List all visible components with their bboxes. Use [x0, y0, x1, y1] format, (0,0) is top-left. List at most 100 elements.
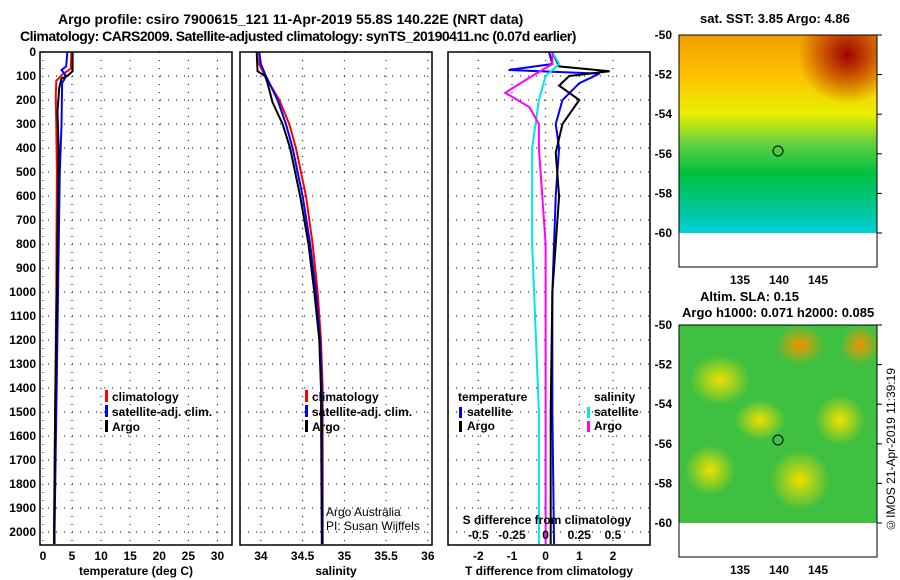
lat-tick-label: -60 [655, 516, 673, 530]
title-line-2: Climatology: CARS2009. Satellite-adjuste… [20, 28, 576, 44]
legend-swatch [459, 421, 462, 432]
lat-tick-label: -56 [655, 437, 673, 451]
argo-location-marker [772, 434, 784, 446]
legend-swatch [587, 407, 590, 418]
profile-panel-2: 34 34.5 35 35.5 36 salinity climatologysatelli… [239, 51, 435, 578]
sla-map-title: Altim. SLA: 0.15 [700, 289, 799, 304]
lat-tick-label: -58 [655, 476, 673, 490]
legend-label: Argo [467, 419, 495, 433]
series-line-t-satellite [508, 51, 600, 545]
y-tick-label: 200 [16, 93, 36, 107]
x-axis-label: salinity [315, 564, 357, 578]
y-tick-label: 300 [16, 117, 36, 131]
x-tick-label: 0 [40, 549, 47, 563]
plot-frame [39, 51, 233, 546]
x-tick-label: -1 [507, 549, 518, 563]
y-tick-label: 1400 [9, 381, 36, 395]
series-line-argo [53, 52, 74, 544]
y-tick-label: 1200 [9, 333, 36, 347]
legend-label: satellite [594, 405, 639, 419]
secondary-tick-label: -0.5 [468, 528, 489, 542]
x-tick-label: 20 [153, 549, 167, 563]
attribution-line-2: PI: Susan Wijffels [326, 519, 420, 533]
y-tick-label: 2000 [9, 525, 36, 539]
lat-tick-label: -50 [655, 28, 673, 42]
legend-label: satellite-adj. clim. [312, 405, 412, 419]
profile-panel-3: -2 -1 0 1 2T difference from climatology temp… [447, 51, 651, 578]
legend-heading-temperature: temperature [458, 390, 528, 404]
title-line-1: Argo profile: csiro 7900615_121 11-Apr-2… [58, 11, 524, 27]
lon-tick-label: 140 [769, 563, 789, 577]
x-tick-label: 2 [610, 549, 617, 563]
secondary-tick-label: 0.5 [605, 528, 622, 542]
legend-label: Argo [112, 420, 140, 434]
lon-tick-label: 145 [808, 273, 828, 287]
legend-label: Argo [312, 420, 340, 434]
argo-location-marker [772, 145, 784, 157]
plot-frame [239, 51, 433, 546]
map-axes-1: -50 -52 -54 -56 -58 -60 135 140 145 [655, 28, 882, 287]
legend-swatch [587, 421, 590, 432]
x-tick-label: 25 [182, 549, 196, 563]
lat-tick-label: -56 [655, 147, 673, 161]
series-line-s-satellite [531, 51, 561, 544]
y-tick-label: 1600 [9, 429, 36, 443]
series-line-climatology [258, 52, 324, 544]
lon-tick-label: 140 [769, 273, 789, 287]
y-tick-label: 1000 [9, 285, 36, 299]
y-tick-label: 900 [16, 261, 36, 275]
y-tick-label: 500 [16, 165, 36, 179]
legend-label: satellite-adj. clim. [112, 405, 212, 419]
series-line-t-argo [549, 51, 610, 544]
y-tick-label: 1900 [9, 501, 36, 515]
x-tick-label: -2 [473, 549, 484, 563]
lat-tick-label: -52 [655, 68, 673, 82]
x-tick-label: 0 [542, 549, 549, 563]
x-tick-label: 1 [576, 549, 583, 563]
legend-label: climatology [112, 390, 179, 404]
x-tick-label: 34.5 [291, 549, 315, 563]
x-tick-label: 30 [211, 549, 225, 563]
secondary-tick-label: 0 [542, 528, 549, 542]
attribution-line-1: Argo Australia [326, 505, 401, 519]
y-tick-label: 1800 [9, 477, 36, 491]
legend-swatch [105, 405, 108, 417]
x-axis-label: T difference from climatology [465, 564, 633, 578]
y-tick-label: 600 [16, 189, 36, 203]
lat-tick-label: -50 [655, 318, 673, 332]
secondary-tick-label: -0.25 [498, 528, 526, 542]
lat-tick-label: -52 [655, 358, 673, 372]
x-tick-label: 34 [254, 549, 268, 563]
x-axis-label: temperature (deg C) [79, 564, 193, 578]
legend-heading-salinity: salinity [594, 390, 636, 404]
lon-tick-label: 145 [808, 563, 828, 577]
y-tick-label: 400 [16, 141, 36, 155]
profile-panel-1: 0 5 10 15 20 25 300100200300400500600700800900… [9, 45, 233, 578]
series-line-argo [255, 51, 323, 545]
sst-map-title: sat. SST: 3.85 Argo: 4.86 [700, 11, 850, 26]
secondary-tick-label: 0.25 [568, 528, 592, 542]
y-tick-label: 700 [16, 213, 36, 227]
y-tick-label: 1700 [9, 453, 36, 467]
series-line-satellite-adj-clim- [258, 51, 324, 545]
legend-label: climatology [312, 390, 379, 404]
legend-label: Argo [594, 419, 622, 433]
x-tick-label: 35.5 [374, 549, 398, 563]
legend-swatch [305, 420, 308, 432]
x-tick-label: 36 [421, 549, 435, 563]
legend-swatch [105, 390, 108, 402]
lon-tick-label: 135 [730, 273, 750, 287]
legend-swatch [305, 405, 308, 417]
lat-tick-label: -54 [655, 107, 673, 121]
x-tick-label: 35 [338, 549, 352, 563]
credit-text: ©IMOS 21-Apr-2019 11:39:19 [884, 368, 898, 532]
y-tick-label: 100 [16, 69, 36, 83]
lat-tick-label: -60 [655, 226, 673, 240]
y-tick-label: 0 [29, 45, 36, 59]
y-tick-label: 1500 [9, 405, 36, 419]
x-tick-label: 10 [94, 549, 108, 563]
lat-tick-label: -58 [655, 186, 673, 200]
sst-map [678, 34, 878, 268]
